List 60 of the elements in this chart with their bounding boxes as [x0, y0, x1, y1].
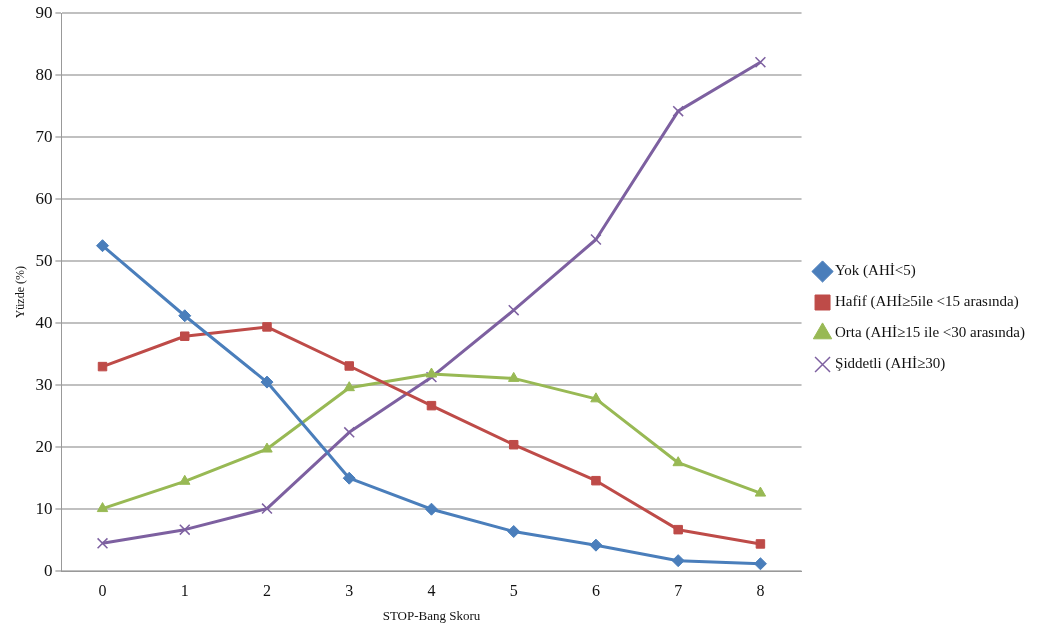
point [673, 524, 683, 535]
x-tick-label: 0 [98, 582, 107, 599]
x-tick-label: 8 [756, 582, 765, 599]
legend-label: Orta (AHİ≥15 ile <30 arasında) [835, 324, 1026, 342]
point [343, 426, 355, 439]
point [179, 474, 191, 485]
point [178, 309, 192, 323]
x-tick-label: 2 [262, 582, 271, 599]
x-tick-label: 5 [509, 582, 518, 599]
point [261, 502, 273, 515]
x-tick-label: 4 [427, 582, 436, 599]
point [262, 322, 272, 332]
point [508, 439, 519, 450]
point [590, 392, 602, 403]
x-tick-label: 1 [180, 582, 189, 599]
point [589, 538, 603, 552]
point [672, 456, 684, 467]
y-tick-label: 90 [35, 2, 53, 22]
point [96, 239, 110, 253]
x-tick-label: 6 [591, 582, 600, 599]
y-tick-label: 20 [35, 436, 53, 456]
point [508, 371, 520, 382]
point [425, 367, 438, 378]
point [342, 471, 356, 485]
point [754, 486, 767, 497]
y-tick-label: 30 [35, 374, 53, 394]
point [426, 400, 437, 411]
point [590, 233, 602, 246]
legend-label: Yok (AHİ<5) [835, 262, 916, 280]
y-tick-label: 70 [35, 126, 53, 146]
x-tick-label: 3 [345, 582, 354, 599]
point [97, 361, 108, 372]
point [179, 523, 191, 536]
point [343, 381, 355, 392]
y-tick-label: 40 [35, 312, 53, 332]
y-tick-label: 80 [35, 64, 53, 84]
legend-label: Hafif (AHİ≥5ile <15 arasında) [835, 293, 1019, 311]
point [344, 361, 354, 371]
x-axis-title: STOP-Bang Skoru [382, 607, 481, 623]
x-tick-label: 7 [674, 582, 683, 599]
point [671, 554, 685, 568]
point [96, 502, 109, 513]
y-axis-title: Yüzde (%) [13, 266, 28, 319]
point [591, 475, 601, 486]
y-tick-label: 10 [35, 498, 53, 518]
y-tick-label: 60 [35, 188, 53, 208]
point [755, 539, 766, 549]
y-tick-label: 50 [35, 250, 53, 270]
point [508, 304, 520, 316]
point [261, 442, 273, 453]
point [507, 525, 521, 539]
point [424, 502, 438, 516]
point [672, 105, 684, 117]
legend-label: Şiddetli (AHİ≥30) [835, 355, 946, 373]
point [754, 56, 767, 68]
point [753, 557, 767, 571]
y-tick-label: 0 [43, 560, 53, 580]
point [180, 331, 190, 341]
point [260, 375, 274, 389]
point [96, 537, 109, 549]
